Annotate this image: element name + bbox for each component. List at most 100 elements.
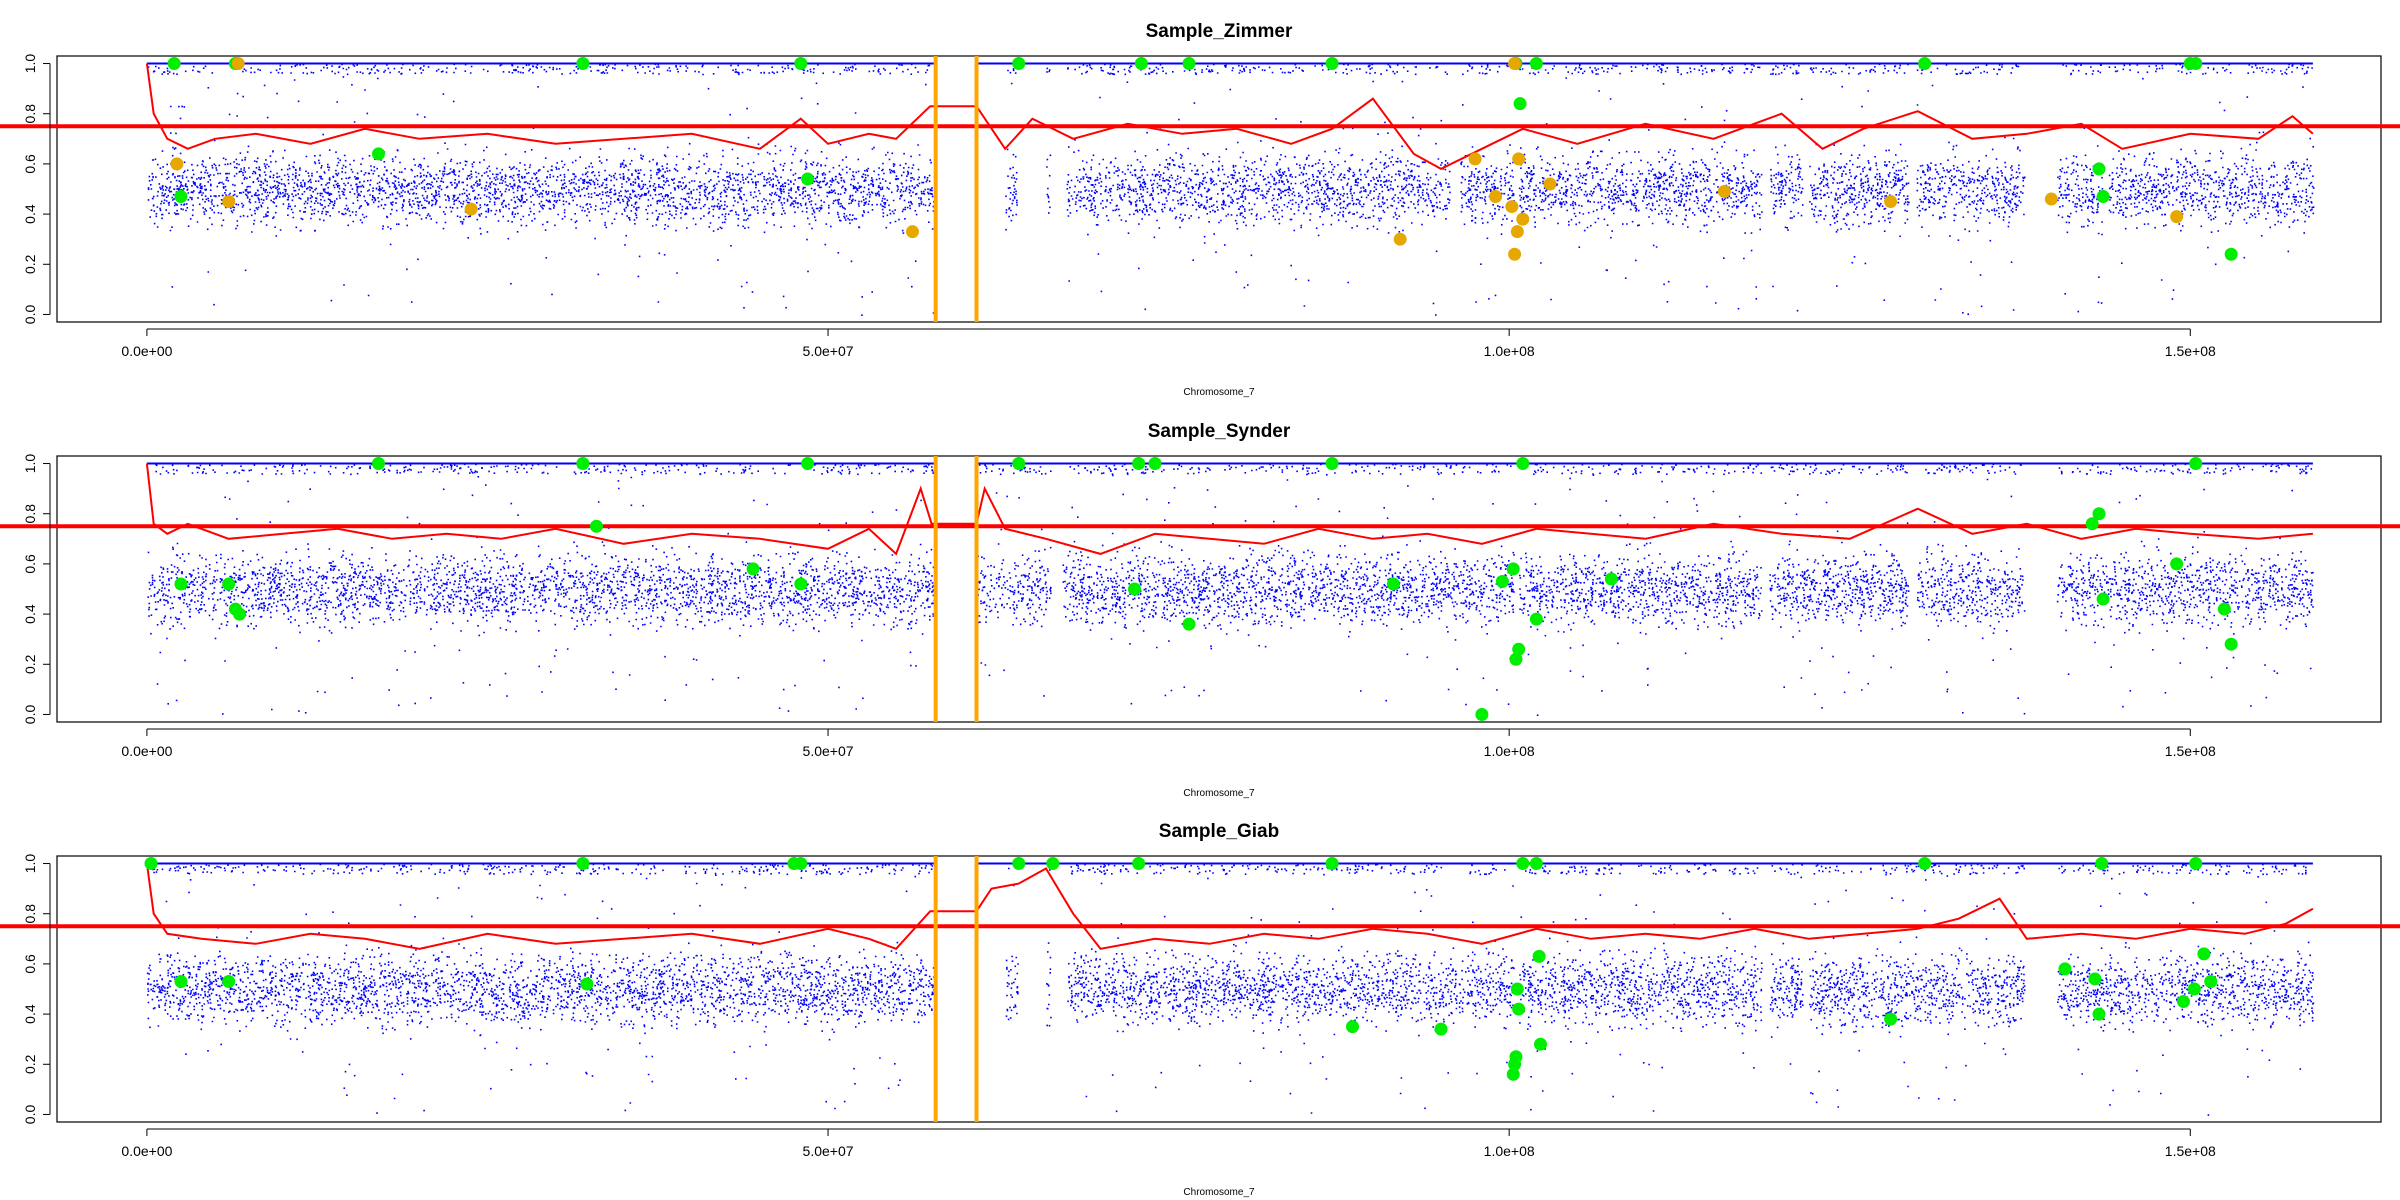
rolling-mean-line — [145, 863, 2314, 950]
highlighted-point — [1884, 195, 1898, 209]
highlighted-point — [1468, 152, 1482, 166]
highlighted-point — [1128, 582, 1142, 596]
het-variant-points — [147, 540, 2314, 640]
highlighted-point — [1510, 225, 1524, 239]
highlighted-point — [1325, 857, 1339, 871]
y-tick-label: 0.6 — [22, 554, 38, 574]
highlighted-point — [1012, 457, 1026, 471]
highlighted-point — [801, 172, 815, 186]
panel-title: Sample_Synder — [1148, 421, 1291, 442]
highlighted-point — [2092, 507, 2106, 521]
highlighted-point — [1516, 457, 1530, 471]
x-tick-label: 0.0e+00 — [121, 343, 172, 359]
highlighted-point — [170, 157, 184, 171]
highlighted-point — [371, 457, 385, 471]
highlighted-point — [1434, 1022, 1448, 1036]
highlighted-point — [233, 607, 247, 621]
highlighted-point — [2187, 982, 2201, 996]
highlighted-point — [1509, 1050, 1523, 1064]
highlighted-point — [1134, 57, 1148, 71]
highlighted-point — [1475, 707, 1489, 721]
variant-points — [147, 63, 2315, 316]
highlighted-point — [1012, 57, 1026, 71]
highlighted-point — [1717, 185, 1731, 199]
variant-points — [146, 863, 2315, 1116]
highlighted-point — [2189, 457, 2203, 471]
y-tick-label: 0.4 — [22, 1004, 38, 1024]
highlighted-point — [2044, 192, 2058, 206]
highlighted-point — [1509, 652, 1523, 666]
y-tick-label: 0.8 — [22, 904, 38, 924]
x-axis-label: Chromosome_7 — [1183, 387, 1255, 398]
plot-frame — [56, 455, 2382, 723]
highlighted-point — [794, 57, 808, 71]
highlighted-point — [1506, 1067, 1520, 1081]
y-tick-label: 0.4 — [22, 204, 38, 224]
plot-frame — [56, 55, 2382, 323]
x-tick-label: 5.0e+07 — [803, 343, 854, 359]
highlighted-point — [794, 857, 808, 871]
panel-title: Sample_Giab — [1159, 821, 1279, 842]
x-axis-label: Chromosome_7 — [1183, 1187, 1255, 1198]
highlighted-point — [1532, 949, 1546, 963]
highlighted-point — [2189, 857, 2203, 871]
y-tick-label: 0.2 — [22, 1054, 38, 1074]
highlighted-point — [1513, 97, 1527, 111]
highlighted-point — [174, 974, 188, 988]
highlighted-point — [1505, 200, 1519, 214]
highlighted-point — [167, 57, 181, 71]
highlighted-point — [1516, 212, 1530, 226]
highlighted-point — [1516, 857, 1530, 871]
y-tick-label: 0.2 — [22, 254, 38, 274]
highlighted-point — [589, 519, 603, 533]
highlighted-point — [580, 977, 594, 991]
highlighted-point — [231, 57, 245, 71]
y-tick-label: 0.0 — [22, 1105, 38, 1125]
highlighted-point — [2170, 557, 2184, 571]
highlighted-point — [1386, 577, 1400, 591]
highlighted-point — [1148, 457, 1162, 471]
y-tick-label: 0.4 — [22, 604, 38, 624]
panel-sample-synder: Sample_Synder Chromosome_7 0.0 0.2 0.4 0.6 0… — [0, 421, 2400, 799]
highlighted-point — [2092, 162, 2106, 176]
highlighted-point — [1533, 1037, 1547, 1051]
highlighted-point — [222, 577, 236, 591]
y-tick-label: 0.8 — [22, 504, 38, 524]
x-tick-label: 0.0e+00 — [121, 743, 172, 759]
x-tick-label: 1.0e+08 — [1484, 1143, 1535, 1159]
y-tick-label: 0.6 — [22, 954, 38, 974]
x-tick-label: 5.0e+07 — [803, 743, 854, 759]
highlighted-point — [1884, 1012, 1898, 1026]
highlighted-point — [1046, 857, 1060, 871]
highlighted-point — [371, 147, 385, 161]
highlighted-point — [2204, 974, 2218, 988]
highlighted-point — [1918, 857, 1932, 871]
highlighted-point — [1529, 57, 1543, 71]
highlighted-point — [1132, 457, 1146, 471]
highlighted-point — [1508, 57, 1522, 71]
highlighted-point — [2085, 517, 2099, 531]
highlighted-point — [2096, 592, 2110, 606]
variant-points — [147, 463, 2314, 716]
panel-sample-zimmer: Sample_Zimmer Chromosome_7 0.0 0.2 0.4 0.6 0… — [0, 21, 2400, 398]
y-tick-label: 1.0 — [22, 54, 38, 74]
x-tick-label: 5.0e+07 — [803, 1143, 854, 1159]
y-tick-label: 0.2 — [22, 654, 38, 674]
highlighted-point — [1529, 612, 1543, 626]
highlighted-point — [1393, 232, 1407, 246]
rolling-mean-line — [145, 463, 2313, 556]
highlighted-point — [576, 857, 590, 871]
highlighted-point — [2224, 637, 2238, 651]
highlighted-point — [1508, 247, 1522, 261]
highlighted-point — [1512, 152, 1526, 166]
highlighted-point — [1346, 1020, 1360, 1034]
highlighted-point — [746, 562, 760, 576]
highlighted-point — [1489, 190, 1503, 204]
highlighted-point — [1543, 177, 1557, 191]
highlighted-point — [174, 190, 188, 204]
y-tick-label: 1.0 — [22, 454, 38, 474]
highlighted-point — [1325, 57, 1339, 71]
x-tick-label: 1.5e+08 — [2165, 343, 2216, 359]
highlighted-point — [801, 457, 815, 471]
